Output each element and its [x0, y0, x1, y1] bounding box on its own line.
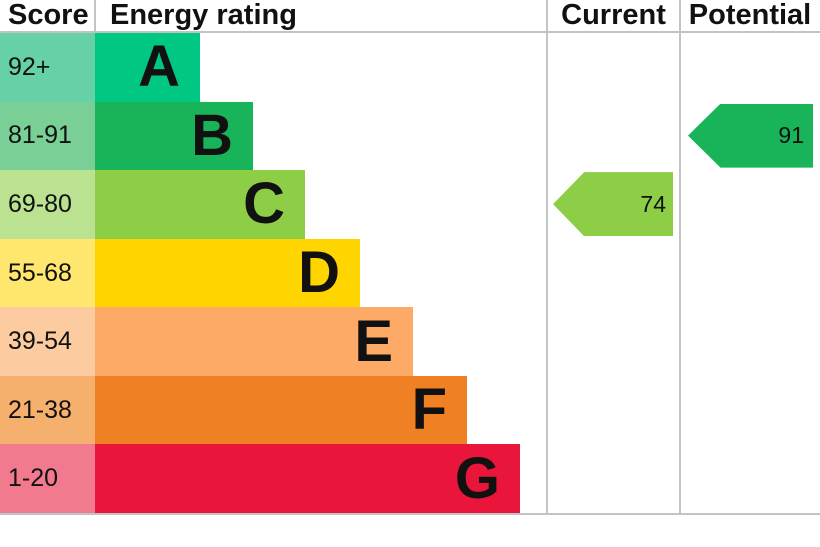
band-row-f: 21-38 F [0, 375, 546, 445]
band-bar: A [95, 33, 200, 102]
band-row-g: 1-20 G [0, 444, 546, 514]
score-column-divider [94, 0, 96, 31]
band-letter-label: A [138, 34, 180, 100]
current-rating-value: 74 [640, 190, 666, 217]
energy-rating-column-header: Energy rating [110, 0, 297, 31]
band-score-cell: 69-80 [0, 170, 95, 239]
current-column-divider [546, 0, 548, 513]
potential-column-header: Potential [688, 0, 812, 31]
band-bar: G [95, 444, 520, 514]
band-row-a: 92+ A [0, 33, 546, 102]
band-bar: C [95, 170, 305, 239]
band-letter-label: C [243, 171, 285, 237]
band-row-c: 69-80 C [0, 170, 546, 239]
band-letter-label: G [454, 445, 500, 511]
chart-header: Score Energy rating Current Potential [0, 0, 820, 31]
potential-rating-value: 91 [778, 122, 804, 149]
band-score-cell: 81-91 [0, 101, 95, 171]
potential-rating-arrow: 91 [688, 103, 813, 168]
band-bar: D [95, 238, 360, 308]
band-score-cell: 92+ [0, 33, 95, 102]
band-score-cell: 39-54 [0, 307, 95, 376]
band-score-cell: 1-20 [0, 444, 95, 514]
band-row-e: 39-54 E [0, 307, 546, 376]
band-letter-label: B [191, 102, 233, 168]
chart-bottom-line [0, 513, 820, 515]
score-column-header: Score [8, 0, 89, 31]
band-bar: E [95, 307, 413, 376]
band-bar: F [95, 375, 467, 445]
current-rating-arrow: 74 [553, 172, 673, 237]
band-letter-label: F [411, 377, 447, 443]
band-letter-label: E [354, 308, 393, 374]
band-score-cell: 21-38 [0, 375, 95, 445]
current-column-header: Current [561, 0, 666, 31]
header-divider-line [0, 31, 820, 33]
band-bar: B [95, 101, 253, 171]
band-letter-label: D [298, 240, 340, 306]
band-row-b: 81-91 B [0, 101, 546, 171]
energy-bands: 92+ A 81-91 B 69-80 C 55-68 D 39-54 E 21… [0, 33, 546, 514]
potential-column-divider [679, 0, 681, 513]
band-score-cell: 55-68 [0, 238, 95, 308]
band-row-d: 55-68 D [0, 238, 546, 308]
